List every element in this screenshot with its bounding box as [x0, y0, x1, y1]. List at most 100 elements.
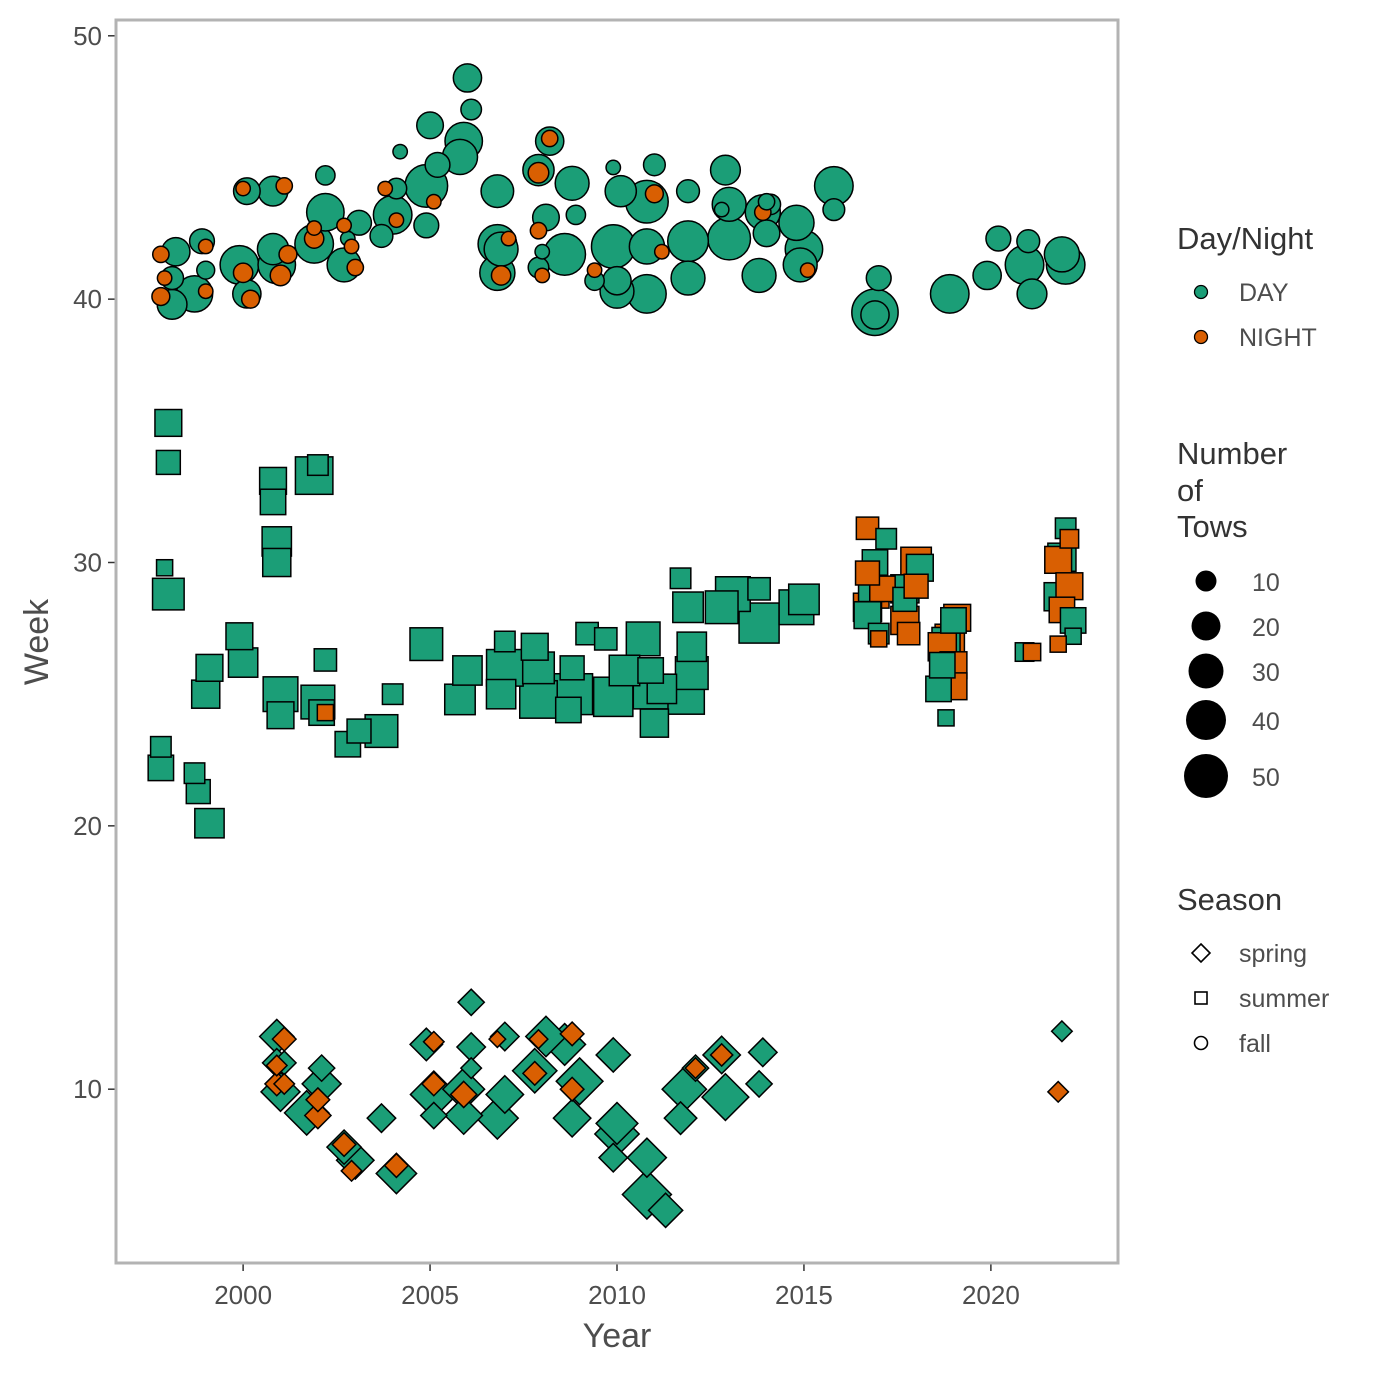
- spring-point: [449, 1080, 478, 1109]
- summer-point: [147, 754, 175, 782]
- fall-point: [822, 198, 846, 222]
- summer-point: [903, 573, 929, 599]
- legend-daynight-title: Day/Night: [1177, 221, 1313, 256]
- summer-point: [928, 651, 956, 679]
- spring-point: [1050, 1019, 1074, 1043]
- legend-size-30-label: 30: [1252, 659, 1280, 687]
- legend-season: Season spring summer fall: [1177, 882, 1329, 1058]
- fall-point: [602, 265, 632, 296]
- summer-point: [493, 630, 516, 653]
- summer-point: [227, 647, 259, 678]
- fall-point: [543, 232, 587, 276]
- fall-point: [151, 286, 171, 307]
- fall-point: [269, 264, 292, 287]
- fall-point: [490, 265, 512, 286]
- spring-point: [744, 1069, 774, 1099]
- summer-point: [154, 408, 183, 438]
- fall-point: [1043, 236, 1081, 273]
- summer-point: [346, 718, 372, 744]
- legend-size-10-label: 10: [1252, 569, 1280, 597]
- fall-point: [480, 174, 515, 209]
- fall-point: [713, 201, 730, 218]
- summer-point: [747, 576, 771, 601]
- summer-point: [1059, 528, 1080, 549]
- x-tick-label: 2000: [214, 1280, 272, 1310]
- summer-point: [485, 678, 517, 710]
- spring-point: [340, 1159, 363, 1183]
- fall-point: [642, 153, 666, 177]
- fall-point: [240, 289, 261, 309]
- fall-point: [377, 180, 394, 197]
- summer-point: [306, 454, 329, 477]
- spring-point: [684, 1056, 707, 1080]
- legend-size: Number of Tows 10 20 30 40 50: [1177, 436, 1287, 798]
- fall-point: [156, 270, 173, 287]
- fall-point: [232, 262, 254, 284]
- legend-fall-key: [1193, 1035, 1209, 1051]
- summer-point: [704, 590, 739, 625]
- fall-point: [275, 177, 294, 195]
- fall-point: [554, 165, 590, 201]
- x-tick-label: 2015: [775, 1280, 833, 1310]
- fall-point: [1016, 278, 1048, 310]
- fall-point: [151, 245, 170, 264]
- fall-point: [425, 193, 442, 210]
- spring-point: [303, 1101, 333, 1130]
- summer-point: [183, 762, 206, 785]
- fall-point: [605, 159, 622, 176]
- y-tick-label: 20: [73, 811, 102, 841]
- fall-point: [653, 243, 670, 260]
- legend-size-20-key: [1191, 611, 1221, 641]
- fall-point: [757, 192, 776, 211]
- spring-point: [331, 1131, 357, 1158]
- fall-point: [343, 238, 360, 255]
- legend-size-title-line1: Number: [1177, 436, 1287, 471]
- spring-point: [709, 1042, 734, 1068]
- spring-point: [366, 1102, 397, 1134]
- fall-point: [604, 174, 638, 208]
- spring-point: [555, 1056, 605, 1106]
- summer-point: [520, 632, 549, 661]
- spring-point: [475, 1096, 520, 1141]
- summer-point: [443, 683, 476, 716]
- summer-point: [937, 709, 955, 727]
- summer-point: [259, 488, 287, 516]
- summer-point: [1044, 545, 1073, 575]
- fall-point: [985, 225, 1012, 252]
- panel-border: [114, 18, 1120, 1265]
- summer-point: [869, 630, 888, 648]
- legend-size-title-line3: Tows: [1177, 509, 1248, 544]
- fall-point: [416, 111, 445, 140]
- fall-point: [452, 63, 483, 93]
- spring-point: [595, 1101, 639, 1146]
- summer-point: [896, 621, 921, 646]
- fall-point: [460, 98, 483, 121]
- summer-point: [940, 606, 967, 634]
- fall-point: [675, 179, 701, 204]
- summer-point: [155, 449, 182, 476]
- fall-point: [534, 267, 551, 284]
- summer-point: [787, 583, 820, 616]
- fall-point: [860, 300, 890, 330]
- spring-point: [457, 988, 486, 1017]
- legend-night-key: [1193, 329, 1209, 345]
- y-tick-label: 50: [73, 21, 102, 51]
- summer-point: [452, 655, 483, 686]
- summer-point: [554, 696, 582, 724]
- fall-point: [278, 244, 298, 265]
- spring-point: [422, 1030, 446, 1054]
- legend-size-10-key: [1195, 570, 1217, 592]
- legend-size-40-key: [1186, 700, 1226, 740]
- fall-point: [1016, 229, 1041, 254]
- fall-point: [527, 161, 550, 184]
- summer-point: [151, 577, 185, 611]
- summer-point: [261, 547, 292, 578]
- legend-daynight: Day/Night DAY NIGHT: [1177, 221, 1317, 352]
- summer-point: [676, 631, 708, 663]
- legend-size-20-label: 20: [1252, 614, 1280, 642]
- fall-point: [741, 257, 777, 294]
- spring-point: [488, 1029, 507, 1049]
- spring-point: [597, 1142, 629, 1173]
- spring-point: [443, 1095, 484, 1136]
